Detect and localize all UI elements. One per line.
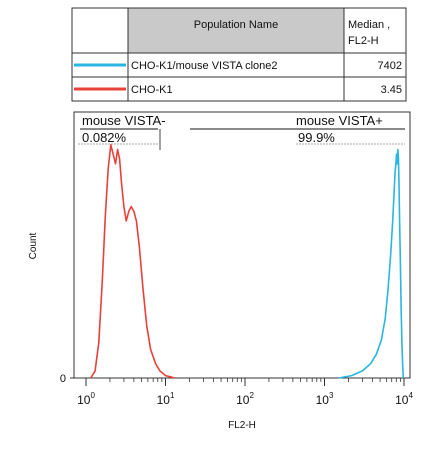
legend-label-chok1: CHO-K1	[131, 84, 173, 96]
y-axis-label: Count	[28, 232, 39, 259]
gate-layer: mouse VISTA- 0.082% mouse VISTA+ 99.9%	[78, 113, 405, 150]
legend-label-clone2: CHO-K1/mouse VISTA clone2	[131, 60, 278, 72]
x-axis-label: FL2-H	[228, 420, 256, 431]
table-header-blank-cell	[71, 7, 129, 54]
series-line-0	[338, 148, 405, 379]
x-tick-label-4: 104	[395, 391, 413, 407]
table-header-name-cell	[127, 7, 345, 54]
table-header-median-line1: Median ,	[348, 19, 390, 31]
x-tick-layer: 100 101 102 103 104	[77, 378, 413, 407]
y-tick-label-0: 0	[60, 373, 66, 385]
gate-negative-name: mouse VISTA-	[82, 113, 166, 128]
legend-table: Population Name Median , FL2-H CHO-K1/mo…	[71, 7, 407, 102]
gate-negative-percent: 0.082%	[82, 130, 127, 145]
x-tick-label-1: 101	[157, 391, 175, 407]
x-tick-label-0: 100	[77, 391, 95, 407]
table-row-median-cell-2	[343, 76, 407, 102]
plot-frame	[73, 111, 411, 379]
gate-positive-name: mouse VISTA+	[296, 113, 383, 128]
series-line-1	[90, 144, 175, 379]
gate-positive-percent: 99.9%	[298, 130, 335, 145]
legend-median-clone2: 7402	[378, 60, 402, 72]
legend-median-chok1: 3.45	[381, 84, 402, 96]
table-header-name: Population Name	[194, 19, 278, 31]
table-header-median-cell	[343, 7, 407, 54]
series-layer	[90, 144, 405, 379]
x-tick-label-2: 102	[236, 391, 254, 407]
x-tick-label-3: 103	[316, 391, 334, 407]
table-header-median-line2: FL2-H	[348, 35, 379, 47]
